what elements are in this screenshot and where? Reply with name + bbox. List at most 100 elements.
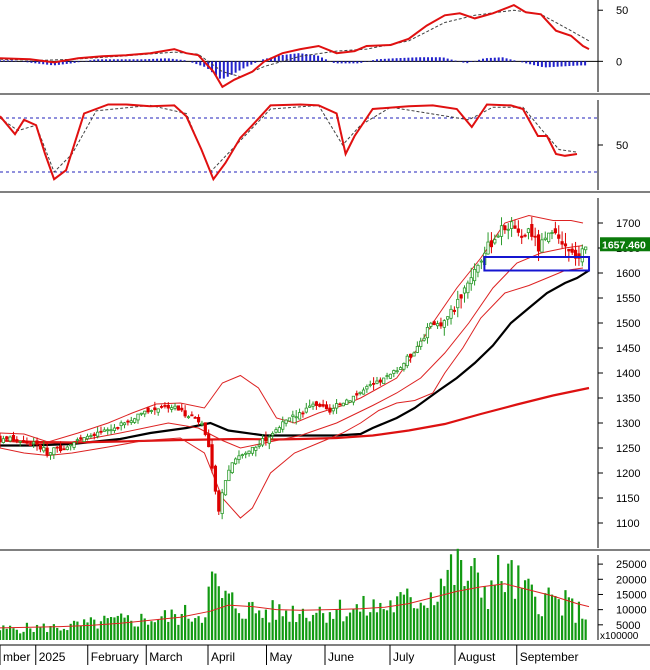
volume-bar [177,624,180,640]
volume-bar [278,604,281,640]
volume-bar [224,590,227,640]
price-candle-body [314,401,318,406]
price-candle-body [159,406,164,408]
price-candle-body [526,228,531,234]
price-candle-body [476,264,480,273]
price-candle-body [230,462,234,474]
volume-bar [561,615,564,640]
price-candle-body [153,407,157,411]
volume-bar [234,608,237,640]
price-candle-body [102,429,106,432]
price-candle-body [429,322,433,327]
x-axis-label: August [458,650,496,664]
price-candle-body [193,416,197,419]
volume-bar [126,615,130,640]
volume-bar [146,624,150,640]
volume-bar [116,615,119,640]
volume-bar [328,612,331,640]
volume-bar [510,560,513,640]
price-candle-body [308,405,312,408]
price-candle-body [200,422,204,425]
price-candle-body [510,221,514,229]
price-candle-body [89,435,93,438]
volume-bar [547,587,550,640]
volume-bar [56,627,59,640]
price-candle-body [190,414,194,417]
volume-bar [332,618,335,640]
price-candle-body [449,308,453,319]
volume-bar [227,593,230,640]
price-candle-body [405,355,409,367]
volume-bar [412,608,416,640]
volume-bar [42,623,45,640]
price-last-label-bg [600,237,650,252]
volume-bar [544,593,547,640]
price-candle-body [409,353,413,358]
price-candle-body [112,427,117,431]
price-candle-body [523,234,527,237]
price-candle-body [452,309,456,312]
volume-bar [241,618,244,640]
volume-bar [365,615,368,640]
volume-bar [301,608,305,640]
price-candle-body [499,225,504,237]
price-candle-body [85,435,90,440]
volume-bar [429,592,432,640]
volume-bar [534,596,537,640]
price-candle-body [378,379,382,383]
price-candle-body [584,246,588,251]
price-candle-body [264,436,268,442]
volume-bar [140,613,143,640]
volume-y-tick-label: 15000 [616,589,647,601]
price-y-tick-label: 1450 [616,343,640,355]
price-candle-body [358,391,362,394]
volume-bar [315,612,318,640]
volume-bar [8,625,12,640]
macd-y-tick-label: 50 [616,5,628,17]
volume-bar [2,625,5,640]
macd-signal-line [0,9,590,78]
volume-bar [197,616,200,640]
price-candle-body [456,298,460,309]
volume-bar [486,609,490,640]
volume-bar [19,633,22,640]
volume-bar [379,602,382,640]
volume-bar [49,626,52,640]
price-candle-body [372,382,376,385]
price-candle-body [0,435,2,443]
volume-bar [311,614,315,640]
price-candle-body [533,235,537,238]
volume-bar [470,566,473,640]
volume-bar [170,609,173,640]
price-candle-body [32,441,36,445]
volume-bar [52,624,55,640]
price-candle-body [570,248,574,253]
volume-bar [540,616,544,640]
volume-bar [473,558,476,640]
price-candle-body [55,446,59,449]
price-candle-body [304,407,308,413]
price-candle-body [1,438,5,443]
volume-bar [338,599,342,640]
stochastic-k-line [0,103,578,182]
volume-bar [497,554,500,640]
price-candle-body [203,422,207,435]
macd-panel: 50 0 [0,0,650,95]
volume-bar [271,600,274,640]
price-candle-body [82,437,86,442]
volume-bar [207,586,210,640]
volume-bar [46,632,49,640]
x-axis: mber 2025 February March April May June July Aug… [0,644,650,665]
volume-bar [258,610,261,640]
price-candle-body [48,452,53,456]
price-candle-body [382,377,386,385]
x-axis-label: mber [3,650,30,664]
volume-bar [180,613,183,640]
price-candle-body [402,362,406,370]
price-candle-body [237,455,241,460]
price-candle-body [368,384,372,386]
price-band-mid-line [0,245,584,449]
volume-bar [86,622,89,640]
price-candle-body [442,320,446,328]
